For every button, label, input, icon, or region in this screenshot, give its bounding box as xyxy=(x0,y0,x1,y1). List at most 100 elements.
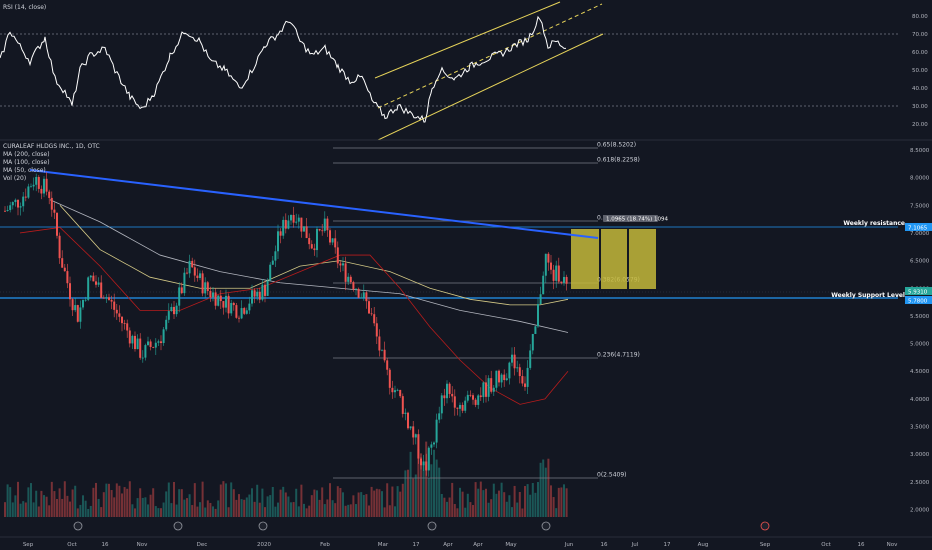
candle-body xyxy=(175,305,178,315)
earnings-marker-icon[interactable] xyxy=(760,521,770,531)
candle-body xyxy=(349,276,352,283)
candle-body xyxy=(396,389,399,391)
resistance-price-tag xyxy=(905,223,932,231)
candle-body xyxy=(490,378,493,392)
candle-body xyxy=(84,299,87,301)
candle-body xyxy=(69,283,71,300)
downtrend-line[interactable] xyxy=(29,169,599,239)
candle-body xyxy=(232,302,235,306)
volume-bar xyxy=(35,490,38,517)
volume-bar xyxy=(131,504,134,517)
candle-body xyxy=(466,394,469,401)
time-tick-label: 17 xyxy=(664,542,671,548)
candle-body xyxy=(552,269,555,281)
volume-bar xyxy=(292,502,295,517)
volume-bar xyxy=(417,449,420,517)
time-tick-label: Nov xyxy=(887,542,898,548)
symbol-title[interactable]: CURALEAF HLDGS INC., 1D, OTC xyxy=(3,143,100,150)
volume-bar xyxy=(456,508,459,517)
candle-body xyxy=(557,265,560,282)
volume-bar xyxy=(183,499,186,517)
time-tick-label: Jun xyxy=(564,542,574,548)
volume-bar xyxy=(443,497,446,517)
volume-bar xyxy=(477,488,480,517)
volume-bar xyxy=(433,449,435,517)
volume-bar xyxy=(19,503,22,517)
rsi-channel-lower xyxy=(377,33,604,141)
resistance-price-tag-text: 7.1065 xyxy=(908,226,928,232)
candle-body xyxy=(464,400,467,411)
candle-body xyxy=(407,412,409,429)
candle-body xyxy=(243,308,246,314)
volume-bar xyxy=(446,501,448,517)
candle-body xyxy=(472,395,474,400)
candle-body xyxy=(97,282,100,285)
candle-body xyxy=(508,362,511,379)
volume-bar xyxy=(560,487,563,517)
volume-bar xyxy=(113,497,116,517)
candle-body xyxy=(108,297,110,300)
time-tick-label: Apr xyxy=(473,542,483,548)
price-tick-label: 4.0000 xyxy=(910,397,930,403)
volume-bar xyxy=(108,483,110,517)
volume-bar xyxy=(214,508,217,517)
candle-body xyxy=(365,292,368,302)
candle-body xyxy=(362,292,365,298)
candle-body xyxy=(167,311,170,320)
time-tick-label: 16 xyxy=(601,542,608,548)
candle-body xyxy=(456,407,459,409)
volume-bar xyxy=(74,485,77,517)
volume-bar xyxy=(422,464,425,517)
volume-bar xyxy=(453,504,456,517)
candle-body xyxy=(118,313,121,317)
volume-bar xyxy=(188,494,191,517)
candle-body xyxy=(274,251,277,261)
candle-body xyxy=(461,404,464,411)
candle-body xyxy=(102,297,105,299)
volume-bar xyxy=(225,483,227,517)
earnings-marker-icon[interactable] xyxy=(427,521,437,531)
candle-body xyxy=(105,297,108,299)
earnings-marker-icon[interactable] xyxy=(173,521,183,531)
candle-body xyxy=(61,258,64,268)
volume-bar xyxy=(399,491,402,517)
candle-body xyxy=(394,390,396,393)
support-price-tag-text: 5.7800 xyxy=(908,299,928,305)
candle-body xyxy=(56,212,58,236)
candle-body xyxy=(152,346,155,348)
volume-bar xyxy=(375,488,378,517)
candle-body xyxy=(128,330,131,344)
volume-bar xyxy=(56,498,58,517)
volume-bar xyxy=(469,502,472,517)
volume-bar xyxy=(165,491,168,517)
rsi-tick-label: 40.00 xyxy=(912,86,928,92)
earnings-marker-icon[interactable] xyxy=(73,521,83,531)
volume-bar xyxy=(58,488,61,517)
volume-bar xyxy=(27,487,30,517)
price-tick-label: 4.5000 xyxy=(910,369,930,375)
candle-body xyxy=(74,305,77,311)
volume-bar xyxy=(115,483,118,517)
earnings-marker-icon[interactable] xyxy=(541,521,551,531)
volume-bar xyxy=(209,502,212,517)
earnings-marker-icon[interactable] xyxy=(258,521,268,531)
volume-bar xyxy=(79,504,82,517)
candle-body xyxy=(401,396,404,414)
candle-body xyxy=(360,297,363,299)
candle-body xyxy=(375,323,378,337)
candle-body xyxy=(251,290,253,304)
volume-bar xyxy=(513,485,516,517)
candle-body xyxy=(388,369,391,388)
volume-bar xyxy=(232,489,235,517)
ma-50-line xyxy=(19,226,569,405)
volume-bar xyxy=(84,500,87,517)
candle-body xyxy=(297,217,300,222)
volume-bar xyxy=(118,485,121,517)
candle-body xyxy=(24,196,27,198)
volume-bar xyxy=(511,507,513,517)
volume-bar xyxy=(537,482,539,517)
candle-body xyxy=(269,264,272,281)
candle-body xyxy=(30,186,32,188)
